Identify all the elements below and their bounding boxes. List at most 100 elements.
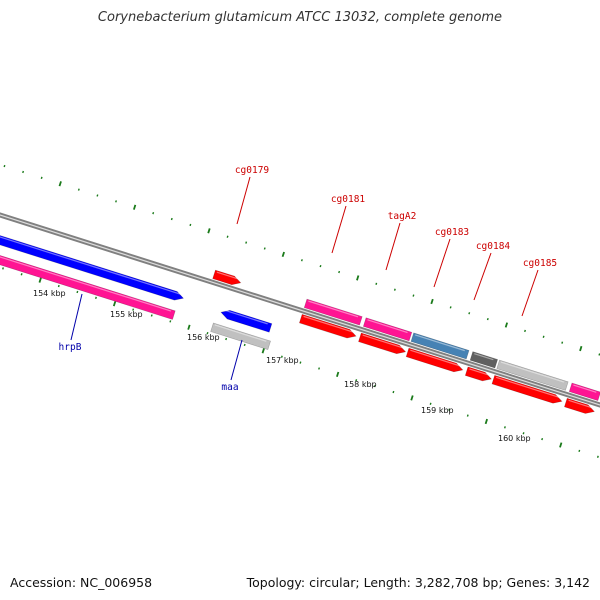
leader-cg0184 [473, 252, 492, 301]
gene-cg0184b-gloss [469, 368, 489, 376]
inner-tick [2, 267, 4, 270]
gene-cg0183-shape [410, 332, 470, 360]
leader-cg0183 [433, 238, 451, 288]
gene-maa-blue [220, 309, 273, 333]
outer-tick [393, 288, 396, 291]
outer-tick [356, 275, 360, 281]
inner-tick [429, 402, 432, 405]
inner-tick [243, 343, 246, 347]
gene-maa-blue-gloss [223, 309, 268, 325]
label-layer: 154 kbp 155 kbp 156 kbp 157 kbp 158 kbp 159 k… [33, 165, 557, 443]
gene-cg0184-gloss [474, 353, 494, 361]
gene-right-pink [568, 382, 600, 402]
gene-cg0181-gloss [308, 300, 359, 318]
gene-label-hrpB: hrpB [59, 342, 82, 353]
inner-tick [187, 324, 191, 330]
outer-tick [486, 317, 489, 321]
leader-cg0181 [331, 205, 347, 254]
gene-cg0179-gloss [216, 271, 239, 280]
scale-label: 157 kbp [266, 356, 299, 365]
topology-summary: Topology: circular; Length: 3,282,708 bp… [246, 575, 590, 590]
scale-label: 156 kbp [187, 333, 220, 342]
inner-tick [132, 308, 135, 311]
inner-tick [355, 379, 358, 382]
inner-tick [522, 432, 525, 435]
outer-tick [152, 212, 155, 215]
gene-tagA2b-shape [358, 332, 407, 355]
leader-cg0179 [236, 176, 251, 225]
scale-label: 155 kbp [110, 310, 143, 319]
inner-tick [261, 348, 265, 354]
outer-tick [132, 204, 137, 210]
inner-tick [336, 371, 340, 378]
gene-hrpB-blue [0, 230, 185, 301]
scale-label: 154 kbp [33, 289, 66, 298]
gene-maa-gray-gloss [214, 324, 267, 342]
backbone-highlight [0, 214, 600, 406]
outer-tick [263, 247, 266, 250]
gene-hrpB-pink [0, 248, 176, 320]
gene-cg0184 [469, 351, 498, 369]
inner-tick [95, 296, 97, 300]
gene-right-red [564, 397, 595, 414]
gene-features [0, 230, 600, 414]
gene-label-cg0185: cg0185 [523, 258, 557, 269]
outer-tick [170, 217, 173, 221]
inner-tick [299, 361, 302, 364]
inner-tick [20, 273, 23, 276]
outer-tick [561, 341, 564, 344]
gene-maa-gray-shape [210, 322, 271, 351]
gene-label-tagA2: tagA2 [388, 211, 417, 222]
inner-tick [559, 442, 563, 448]
inner-tick [596, 455, 599, 458]
outer-tick [3, 164, 6, 168]
gene-cg0179 [212, 269, 242, 286]
gene-right-pink-gloss [573, 384, 597, 393]
leader-maa [230, 339, 243, 381]
outer-tick [189, 223, 192, 227]
tick-marks [2, 164, 600, 458]
outer-tick [115, 200, 117, 203]
outer-tick [338, 270, 341, 274]
outer-tick [226, 235, 229, 238]
outer-tick [504, 322, 509, 328]
gene-maa-gray [210, 322, 271, 351]
inner-tick [112, 301, 117, 307]
outer-tick [319, 264, 322, 268]
outer-tick [281, 251, 285, 258]
gene-label-cg0181: cg0181 [331, 194, 366, 205]
gene-tagA2b [358, 332, 407, 355]
outer-tick [579, 345, 583, 352]
gene-hrpB-pink-gloss [0, 250, 172, 312]
outer-tick [207, 228, 211, 234]
gene-label-cg0184: cg0184 [476, 241, 511, 252]
outer-tick [412, 294, 415, 297]
leader-cg0185 [521, 269, 539, 317]
gene-hrpB-blue-gloss [0, 232, 181, 295]
outer-tick [77, 188, 80, 191]
gene-cg0183b [405, 347, 464, 373]
accession-text: Accession: NC_006958 [10, 575, 153, 590]
inner-tick [76, 290, 79, 294]
inner-tick [448, 408, 451, 411]
gene-cg0183 [410, 332, 470, 360]
outer-tick [40, 176, 43, 180]
gene-cg0184b [464, 366, 492, 382]
gene-cg0185b [491, 374, 563, 404]
inner-tick [225, 337, 228, 341]
leader-tagA2 [385, 222, 401, 271]
gene-hrpB-pink-shape [0, 248, 176, 320]
inner-tick [280, 355, 283, 358]
outer-tick [375, 282, 378, 285]
inner-tick [206, 331, 209, 335]
inner-tick [410, 395, 414, 401]
gene-cg0185-shape [496, 359, 569, 391]
inner-tick [57, 284, 60, 288]
gene-cg0185-gloss [500, 361, 565, 383]
gene-right-pink-shape [568, 382, 600, 402]
gene-tagA2-shape [362, 317, 413, 342]
outer-tick [430, 298, 434, 305]
gene-tagA2b-gloss [362, 334, 403, 349]
genome-backbone [0, 212, 600, 408]
